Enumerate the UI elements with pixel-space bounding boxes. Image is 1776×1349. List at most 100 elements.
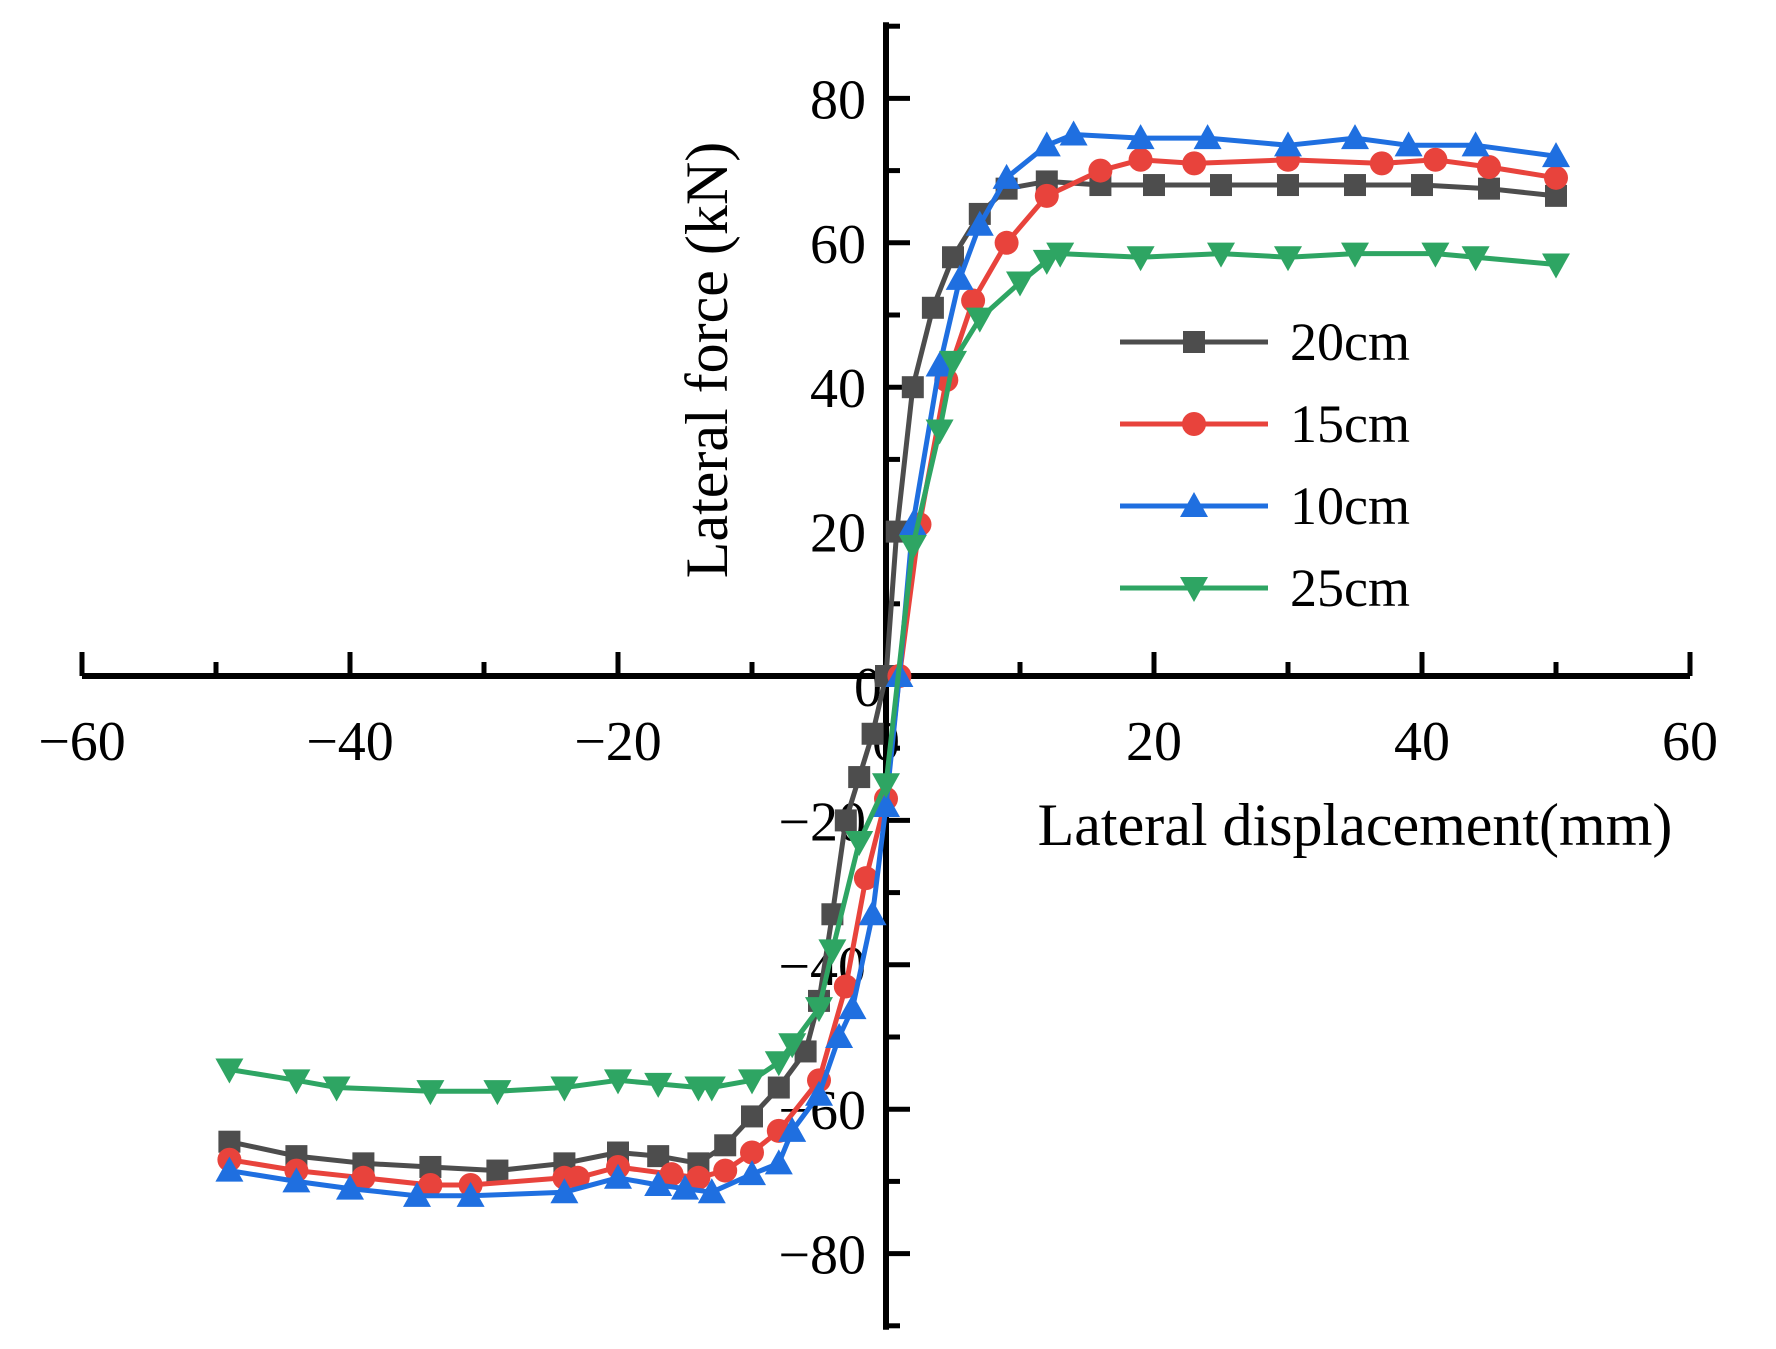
x-tick-label: −60 bbox=[38, 711, 126, 773]
data-point bbox=[848, 766, 871, 789]
x-tick-label: 20 bbox=[1126, 711, 1182, 773]
x-axis-title: Lateral displacement(mm) bbox=[1038, 792, 1673, 858]
data-point bbox=[714, 1134, 737, 1157]
y-tick-label: 80 bbox=[810, 69, 866, 131]
data-point bbox=[647, 1145, 670, 1168]
data-point bbox=[322, 1076, 351, 1102]
data-point bbox=[740, 1140, 764, 1165]
data-point bbox=[1545, 184, 1567, 207]
data-point bbox=[1210, 174, 1232, 197]
x-tick-label: −20 bbox=[574, 711, 662, 773]
data-point bbox=[1544, 165, 1568, 190]
data-point bbox=[861, 722, 884, 745]
data-point bbox=[218, 1130, 241, 1153]
data-point bbox=[1477, 154, 1501, 179]
data-point bbox=[403, 1181, 431, 1207]
data-point bbox=[659, 1162, 684, 1187]
data-point bbox=[713, 1158, 738, 1183]
data-point bbox=[1369, 151, 1394, 176]
data-point bbox=[1126, 246, 1155, 272]
data-point bbox=[1046, 242, 1075, 268]
data-point bbox=[1059, 120, 1088, 146]
data-point bbox=[898, 535, 927, 561]
data-point bbox=[215, 1156, 244, 1182]
data-point bbox=[416, 1080, 445, 1106]
legend-label: 10cm bbox=[1290, 476, 1410, 536]
series-line bbox=[228, 178, 1557, 1174]
data-point bbox=[898, 510, 927, 536]
data-point bbox=[778, 1116, 807, 1142]
data-point bbox=[738, 1069, 766, 1095]
data-point bbox=[1143, 174, 1165, 197]
data-point bbox=[644, 1072, 673, 1098]
series-10cm bbox=[215, 120, 1570, 1207]
data-point bbox=[604, 1163, 632, 1189]
legend-item: 20cm bbox=[1120, 312, 1410, 372]
data-point bbox=[1126, 124, 1155, 150]
data-point bbox=[764, 1149, 793, 1175]
y-tick-label: 40 bbox=[810, 358, 866, 420]
data-point bbox=[336, 1174, 364, 1200]
legend-label: 15cm bbox=[1290, 394, 1410, 454]
data-point bbox=[456, 1181, 485, 1207]
x-tick-label: 60 bbox=[1662, 711, 1718, 773]
data-point bbox=[853, 866, 878, 891]
legend-label: 20cm bbox=[1290, 312, 1410, 372]
data-point bbox=[1478, 177, 1500, 200]
x-tick-label: −40 bbox=[306, 711, 394, 773]
data-point bbox=[1461, 131, 1490, 157]
data-point bbox=[1274, 246, 1302, 272]
data-point bbox=[741, 1105, 763, 1128]
data-point bbox=[1344, 174, 1366, 197]
data-point bbox=[686, 1165, 711, 1190]
data-point bbox=[1182, 151, 1207, 176]
legend-item: 10cm bbox=[1120, 476, 1410, 536]
data-point bbox=[1341, 242, 1369, 268]
data-point bbox=[1207, 242, 1235, 268]
data-point bbox=[1277, 174, 1299, 197]
y-tick-label: 60 bbox=[810, 214, 866, 276]
data-point bbox=[872, 791, 900, 817]
data-point bbox=[282, 1167, 311, 1193]
data-point bbox=[1341, 124, 1369, 150]
data-point bbox=[671, 1174, 699, 1200]
data-point bbox=[1421, 242, 1450, 268]
data-point bbox=[767, 1076, 790, 1099]
data-point bbox=[419, 1155, 442, 1178]
data-point bbox=[1006, 271, 1034, 297]
data-point bbox=[604, 1069, 632, 1095]
series-20cm bbox=[218, 170, 1567, 1182]
legend-marker bbox=[1180, 492, 1208, 517]
data-point bbox=[486, 1159, 509, 1182]
data-point bbox=[872, 773, 900, 799]
data-point bbox=[565, 1165, 590, 1190]
legend-marker bbox=[1183, 331, 1205, 353]
legend-item: 15cm bbox=[1120, 394, 1410, 454]
series-25cm bbox=[215, 242, 1570, 1106]
data-point bbox=[805, 997, 833, 1023]
data-point bbox=[794, 1040, 817, 1063]
legend-label: 25cm bbox=[1290, 558, 1410, 618]
data-point bbox=[1411, 174, 1433, 197]
x-tick-label: 40 bbox=[1394, 711, 1450, 773]
data-point bbox=[282, 1069, 311, 1095]
data-point bbox=[1542, 253, 1570, 279]
data-point bbox=[833, 974, 858, 999]
data-point bbox=[1034, 183, 1059, 208]
data-point bbox=[818, 939, 847, 965]
data-point bbox=[644, 1171, 673, 1197]
data-point bbox=[965, 307, 994, 333]
data-point bbox=[1423, 147, 1448, 172]
data-point bbox=[351, 1165, 376, 1190]
data-point bbox=[901, 376, 924, 399]
data-point bbox=[838, 994, 867, 1020]
data-point bbox=[825, 1023, 854, 1048]
data-point bbox=[945, 264, 974, 290]
data-point bbox=[961, 288, 986, 313]
data-point bbox=[1032, 131, 1061, 157]
data-series bbox=[215, 120, 1570, 1207]
data-point bbox=[845, 831, 874, 857]
data-point bbox=[1394, 131, 1423, 157]
data-point bbox=[215, 1058, 244, 1084]
